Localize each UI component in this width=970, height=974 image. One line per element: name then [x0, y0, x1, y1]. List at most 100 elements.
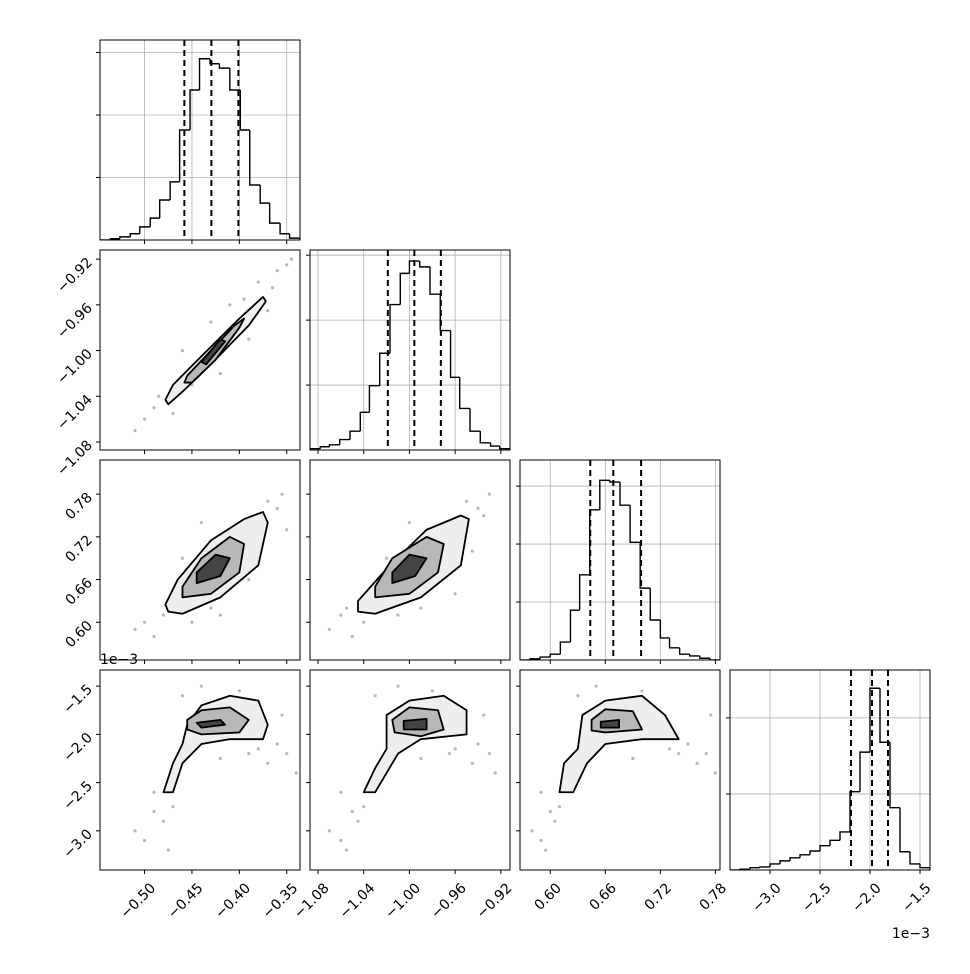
- sample-point: [482, 513, 486, 518]
- plot-area: [100, 40, 300, 240]
- hist-bin: [229, 68, 241, 91]
- sample-point: [407, 521, 412, 525]
- plot-area: [310, 250, 510, 450]
- sample-point: [161, 819, 166, 823]
- sample-point: [464, 499, 469, 503]
- sample-point: [539, 790, 543, 794]
- sample-point: [280, 713, 284, 717]
- hist-bin: [909, 851, 920, 865]
- sample-point: [199, 521, 204, 525]
- hist-bin: [349, 430, 361, 440]
- hist-bin: [569, 609, 580, 643]
- sample-point: [713, 771, 718, 775]
- hist-bin: [209, 58, 220, 65]
- hist-bin: [339, 438, 350, 445]
- sample-point: [640, 689, 644, 693]
- sample-point: [180, 556, 185, 560]
- sample-point: [709, 713, 713, 717]
- sample-point: [476, 506, 480, 510]
- sample-point: [242, 297, 246, 301]
- hist-bin: [189, 89, 200, 130]
- sample-point: [344, 606, 349, 610]
- hist-bin: [368, 385, 380, 413]
- sample-point: [180, 694, 185, 698]
- hist-bin: [379, 352, 390, 386]
- hist-bin: [319, 446, 330, 449]
- sample-point: [280, 492, 284, 496]
- sample-point: [482, 713, 486, 717]
- hist-bin: [459, 377, 470, 410]
- contour: [195, 553, 231, 585]
- sample-point: [266, 308, 270, 313]
- hist-bin: [169, 181, 180, 200]
- sample-point: [180, 348, 185, 353]
- hist-bin: [408, 260, 420, 274]
- hist-bin: [139, 226, 151, 234]
- hist-bin: [399, 272, 410, 305]
- sample-point: [344, 848, 349, 852]
- sample-point: [157, 394, 161, 398]
- sample-point: [171, 805, 175, 809]
- hist-bin: [619, 482, 631, 506]
- sample-point: [161, 613, 166, 617]
- hist-bin: [429, 266, 441, 295]
- plot-area: [520, 460, 720, 660]
- sample-point: [152, 809, 156, 814]
- sample-point: [704, 752, 708, 756]
- hist-bin: [829, 839, 840, 846]
- panel-frame: [99, 249, 301, 451]
- hist-bin: [178, 129, 191, 182]
- panel-frame: [519, 459, 721, 661]
- sample-point: [677, 752, 681, 756]
- hist-bin: [268, 203, 281, 224]
- sample-point: [356, 819, 360, 823]
- hist-bin: [599, 479, 610, 510]
- sample-point: [218, 613, 222, 617]
- plot-area: [133, 257, 294, 433]
- sample-point: [493, 771, 497, 775]
- hist-bin: [769, 863, 780, 867]
- sample-point: [209, 606, 213, 610]
- hist-bin: [288, 233, 300, 240]
- sample-point: [247, 337, 251, 341]
- sample-point: [327, 627, 332, 631]
- hist-bin: [919, 863, 930, 870]
- hist-bin: [549, 653, 561, 658]
- panel-frame: [309, 249, 511, 451]
- contour: [599, 718, 620, 729]
- plot-area: [327, 492, 492, 639]
- sample-point: [396, 684, 400, 688]
- panel-frame: [99, 459, 301, 661]
- plot-area: [133, 684, 298, 852]
- hist-bin: [609, 480, 620, 483]
- sample-point: [237, 689, 241, 693]
- sample-point: [373, 694, 377, 698]
- sample-point: [247, 752, 251, 756]
- hist-bin: [809, 850, 820, 855]
- sample-point: [362, 620, 366, 624]
- sample-point: [576, 694, 580, 698]
- sample-point: [686, 742, 690, 746]
- sample-point: [553, 819, 557, 823]
- sample-point: [247, 577, 251, 582]
- panel-frame: [309, 459, 511, 661]
- hist-bin: [799, 854, 810, 858]
- hist-bin: [668, 637, 680, 649]
- sample-point: [256, 747, 260, 751]
- hist-bin: [310, 448, 321, 450]
- hist-bin: [159, 199, 171, 219]
- hist-bin: [559, 641, 571, 655]
- panel: [96, 39, 301, 244]
- sample-point: [133, 829, 137, 833]
- sample-point: [199, 684, 204, 688]
- hist-bin: [889, 742, 900, 809]
- hist-bin: [779, 860, 790, 864]
- sample-point: [133, 627, 137, 631]
- sample-point: [166, 848, 170, 852]
- sample-point: [447, 752, 452, 756]
- contour: [200, 338, 227, 366]
- sample-point: [209, 320, 213, 324]
- sample-point: [339, 613, 343, 617]
- hist-bin: [259, 185, 270, 204]
